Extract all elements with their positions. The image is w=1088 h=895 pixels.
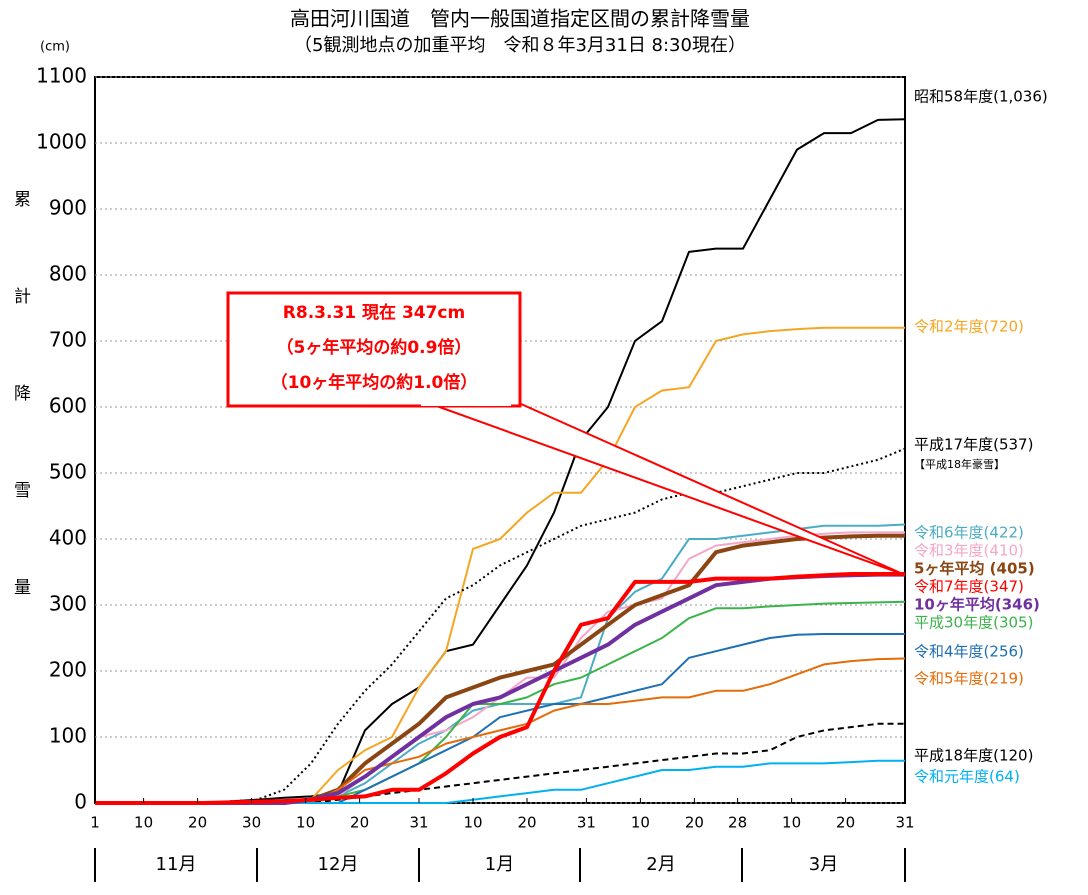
callout-text: R8.3.31 現在 347cm <box>283 302 465 323</box>
y-tick-label: 1000 <box>36 130 87 154</box>
legend-label: 平成18年度(120) <box>914 747 1033 765</box>
y-tick-label: 200 <box>49 658 87 682</box>
x-tick-label: 20 <box>188 814 207 832</box>
x-tick-label: 20 <box>350 814 369 832</box>
series-line <box>95 447 906 804</box>
series-line <box>95 657 906 804</box>
x-tick-label: 28 <box>728 814 747 832</box>
y-axis-label: 累計降雪量 <box>10 190 31 675</box>
x-tick-label: 31 <box>409 814 428 832</box>
x-tick-label: 10 <box>782 814 801 832</box>
x-tick-label: 31 <box>895 814 914 832</box>
series-line <box>95 572 905 805</box>
y-tick-label: 600 <box>49 394 87 418</box>
legend-note: 【平成18年豪雪】 <box>914 457 1005 471</box>
x-tick-label: 20 <box>517 814 536 832</box>
x-tick-label: 10 <box>463 814 482 832</box>
y-tick-label: 400 <box>49 526 87 550</box>
series-line <box>95 118 906 804</box>
month-label: 3月 <box>809 854 838 875</box>
legend-label: 令和2年度(720) <box>914 318 1024 336</box>
legend-label: 令和6年度(422) <box>914 524 1024 542</box>
y-tick-label: 800 <box>49 262 87 286</box>
legend-label: 5ヶ年平均 (405) <box>914 560 1035 578</box>
y-tick-label: 700 <box>49 328 87 352</box>
x-tick-label: 10 <box>631 814 650 832</box>
month-label: 12月 <box>318 854 359 875</box>
series-line <box>95 759 905 804</box>
legend-label: 平成30年度(305) <box>914 614 1033 632</box>
chart-title: 高田河川国道 管内一般国道指定区間の累計降雪量 <box>290 7 750 31</box>
x-tick-label: 20 <box>685 814 704 832</box>
month-label: 2月 <box>646 854 675 875</box>
legend-label: 令和7年度(347) <box>914 578 1024 596</box>
series-line <box>95 600 906 804</box>
x-tick-label: 10 <box>296 814 315 832</box>
plot-frame <box>94 76 906 804</box>
callout-pointer <box>419 399 906 576</box>
x-tick-label: 30 <box>242 814 261 832</box>
y-tick-label: 100 <box>49 724 87 748</box>
y-tick-label: 900 <box>49 196 87 220</box>
x-tick-label: 1 <box>90 814 100 832</box>
legend-label: 令和4年度(256) <box>914 643 1024 661</box>
callout-text: （10ヶ年平均の約1.0倍） <box>271 372 478 393</box>
callout-text: （5ヶ年平均の約0.9倍） <box>277 337 472 358</box>
y-tick-label: 300 <box>49 592 87 616</box>
x-tick-label: 10 <box>134 814 153 832</box>
legend-label: 令和3年度(410) <box>914 542 1024 560</box>
y-tick-label: 500 <box>49 460 87 484</box>
callout: R8.3.31 現在 347cm （5ヶ年平均の約0.9倍） （10ヶ年平均の約… <box>226 291 906 576</box>
x-tick-label: 31 <box>577 814 596 832</box>
month-label: 1月 <box>485 854 514 875</box>
month-label: 11月 <box>156 854 197 875</box>
series-line <box>95 633 905 804</box>
callout-box <box>226 291 522 408</box>
legend-label: 平成17年度(537) <box>914 436 1033 454</box>
x-tick-label: 20 <box>836 814 855 832</box>
legend-label: 昭和58年度(1,036) <box>914 88 1048 106</box>
chart-subtitle: （5観測地点の加重平均 令和８年3月31日 8:30現在） <box>294 35 746 56</box>
legend-label: 令和5年度(219) <box>914 670 1024 688</box>
series-line <box>95 571 905 805</box>
legend-label: 令和元年度(64) <box>914 768 1020 786</box>
y-unit: (cm) <box>40 40 70 55</box>
y-tick-label: 1100 <box>36 64 87 88</box>
legend-label: 10ヶ年平均(346) <box>914 596 1040 614</box>
y-tick-label: 0 <box>74 790 87 814</box>
